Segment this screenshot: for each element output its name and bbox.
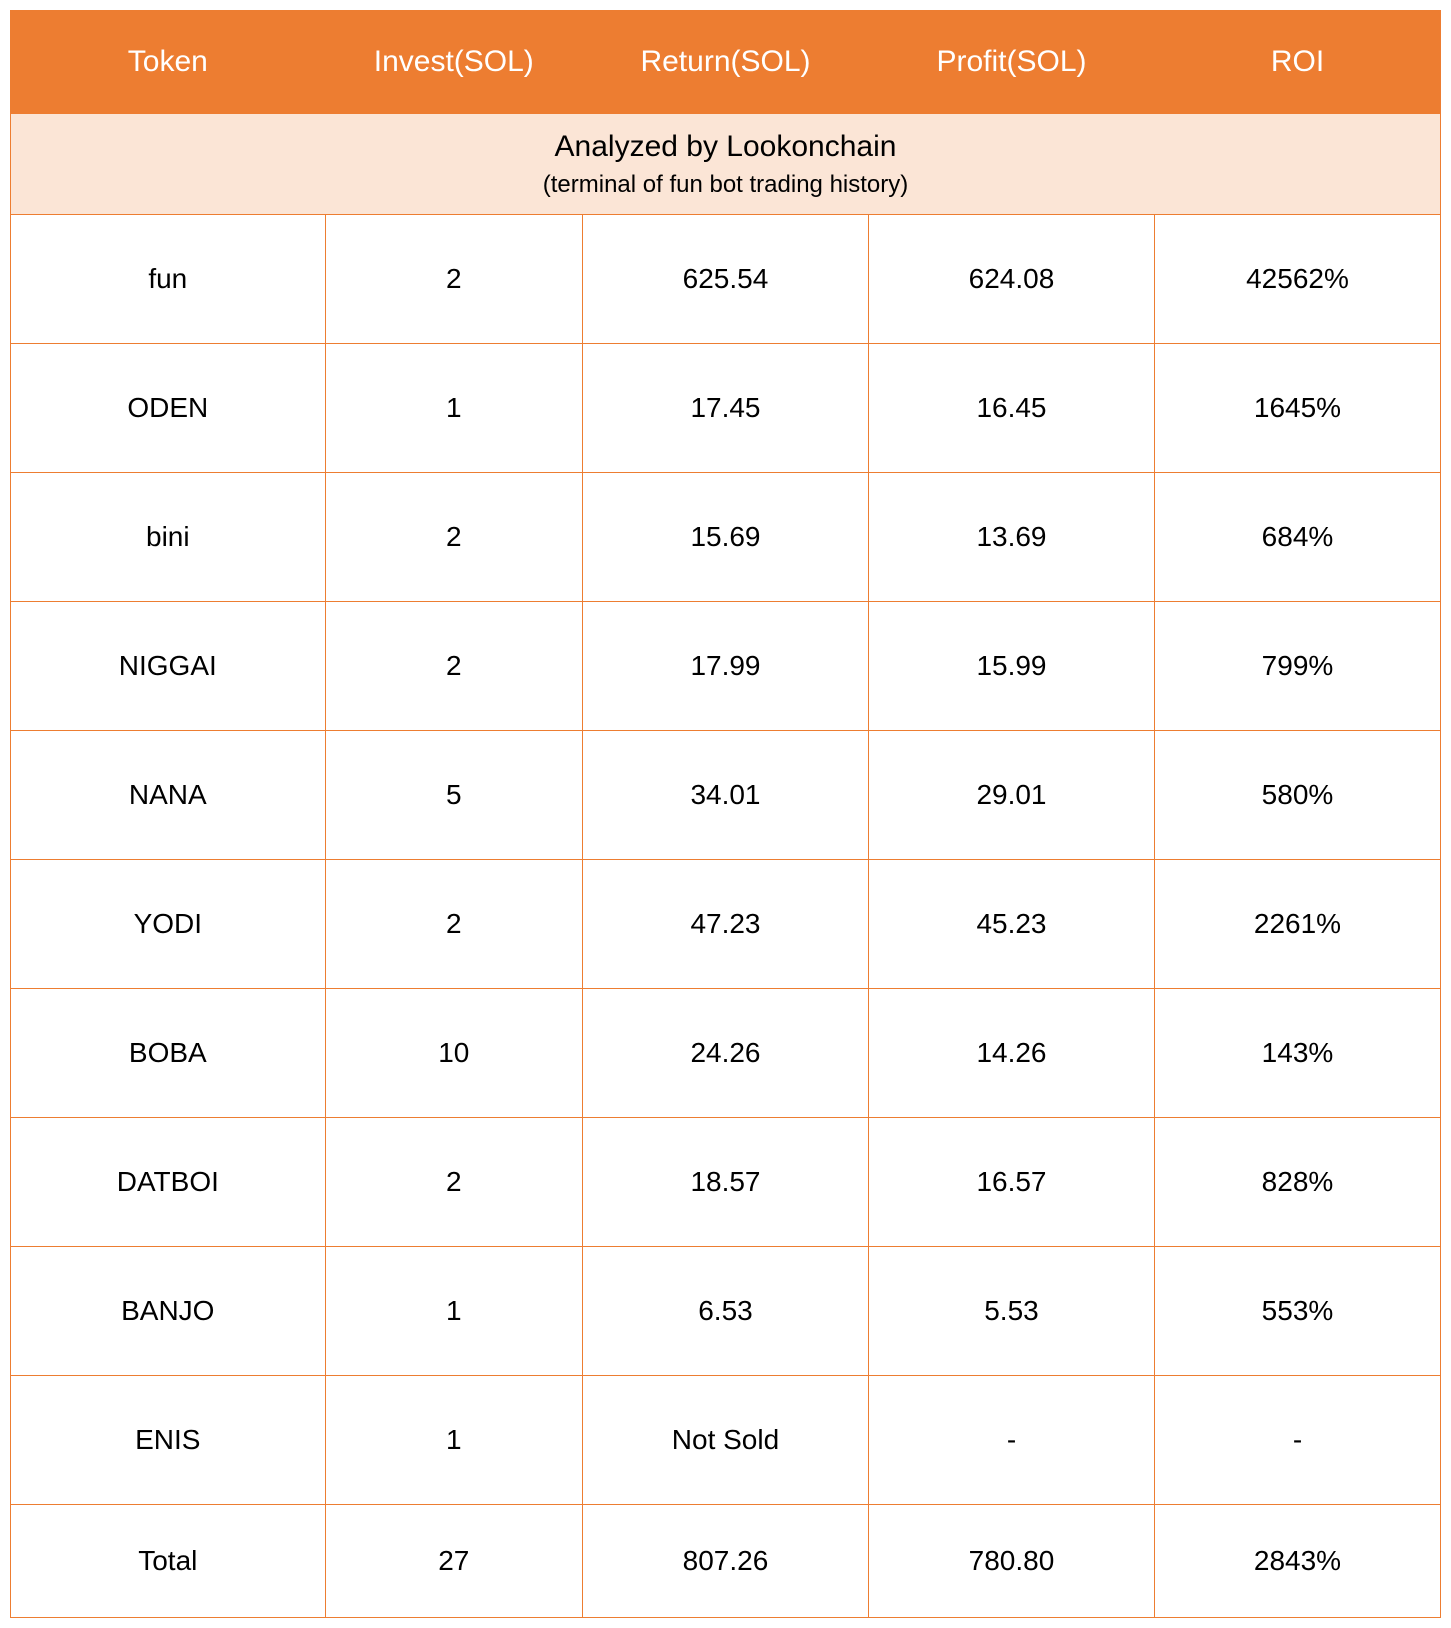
table-row: NANA 5 34.01 29.01 580% xyxy=(11,731,1441,860)
col-header-roi: ROI xyxy=(1154,11,1440,114)
cell-roi: 2261% xyxy=(1154,860,1440,989)
cell-total-return: 807.26 xyxy=(582,1505,868,1618)
cell-profit: 45.23 xyxy=(868,860,1154,989)
cell-token: DATBOI xyxy=(11,1118,326,1247)
cell-roi: 684% xyxy=(1154,473,1440,602)
cell-token: ENIS xyxy=(11,1376,326,1505)
cell-token: ODEN xyxy=(11,344,326,473)
cell-roi: - xyxy=(1154,1376,1440,1505)
cell-profit: 29.01 xyxy=(868,731,1154,860)
cell-invest: 2 xyxy=(325,215,582,344)
cell-roi: 143% xyxy=(1154,989,1440,1118)
cell-invest: 10 xyxy=(325,989,582,1118)
cell-return: 6.53 xyxy=(582,1247,868,1376)
cell-roi: 42562% xyxy=(1154,215,1440,344)
cell-profit: 16.45 xyxy=(868,344,1154,473)
cell-token: BOBA xyxy=(11,989,326,1118)
table-row: fun 2 625.54 624.08 42562% xyxy=(11,215,1441,344)
cell-roi: 828% xyxy=(1154,1118,1440,1247)
table-total-row: Total 27 807.26 780.80 2843% xyxy=(11,1505,1441,1618)
cell-profit: - xyxy=(868,1376,1154,1505)
cell-token: NANA xyxy=(11,731,326,860)
cell-profit: 13.69 xyxy=(868,473,1154,602)
cell-token: YODI xyxy=(11,860,326,989)
col-header-invest: Invest(SOL) xyxy=(325,11,582,114)
table-row: DATBOI 2 18.57 16.57 828% xyxy=(11,1118,1441,1247)
trading-history-table: Token Invest(SOL) Return(SOL) Profit(SOL… xyxy=(10,10,1441,1618)
table-subheader-cell: Analyzed by Lookonchain (terminal of fun… xyxy=(11,114,1441,215)
table-row: YODI 2 47.23 45.23 2261% xyxy=(11,860,1441,989)
cell-invest: 1 xyxy=(325,344,582,473)
cell-invest: 2 xyxy=(325,602,582,731)
subheader-title: Analyzed by Lookonchain xyxy=(11,129,1440,165)
cell-invest: 2 xyxy=(325,1118,582,1247)
cell-invest: 2 xyxy=(325,473,582,602)
table-row: ENIS 1 Not Sold - - xyxy=(11,1376,1441,1505)
cell-return: 625.54 xyxy=(582,215,868,344)
cell-return: 15.69 xyxy=(582,473,868,602)
subheader-subtitle: (terminal of fun bot trading history) xyxy=(11,171,1440,200)
col-header-profit: Profit(SOL) xyxy=(868,11,1154,114)
cell-roi: 1645% xyxy=(1154,344,1440,473)
cell-total-roi: 2843% xyxy=(1154,1505,1440,1618)
cell-return: 47.23 xyxy=(582,860,868,989)
cell-return: 17.45 xyxy=(582,344,868,473)
cell-return: 34.01 xyxy=(582,731,868,860)
table-row: NIGGAI 2 17.99 15.99 799% xyxy=(11,602,1441,731)
cell-token: fun xyxy=(11,215,326,344)
cell-token: BANJO xyxy=(11,1247,326,1376)
table-row: BOBA 10 24.26 14.26 143% xyxy=(11,989,1441,1118)
cell-roi: 580% xyxy=(1154,731,1440,860)
table-row: bini 2 15.69 13.69 684% xyxy=(11,473,1441,602)
cell-return: Not Sold xyxy=(582,1376,868,1505)
cell-profit: 16.57 xyxy=(868,1118,1154,1247)
cell-roi: 799% xyxy=(1154,602,1440,731)
table-header-row: Token Invest(SOL) Return(SOL) Profit(SOL… xyxy=(11,11,1441,114)
cell-total-invest: 27 xyxy=(325,1505,582,1618)
cell-return: 24.26 xyxy=(582,989,868,1118)
cell-invest: 2 xyxy=(325,860,582,989)
table-row: ODEN 1 17.45 16.45 1645% xyxy=(11,344,1441,473)
cell-return: 17.99 xyxy=(582,602,868,731)
cell-invest: 1 xyxy=(325,1376,582,1505)
col-header-return: Return(SOL) xyxy=(582,11,868,114)
col-header-token: Token xyxy=(11,11,326,114)
cell-profit: 5.53 xyxy=(868,1247,1154,1376)
cell-total-label: Total xyxy=(11,1505,326,1618)
cell-invest: 5 xyxy=(325,731,582,860)
cell-profit: 14.26 xyxy=(868,989,1154,1118)
cell-token: NIGGAI xyxy=(11,602,326,731)
cell-invest: 1 xyxy=(325,1247,582,1376)
cell-profit: 624.08 xyxy=(868,215,1154,344)
cell-token: bini xyxy=(11,473,326,602)
cell-total-profit: 780.80 xyxy=(868,1505,1154,1618)
cell-return: 18.57 xyxy=(582,1118,868,1247)
cell-roi: 553% xyxy=(1154,1247,1440,1376)
cell-profit: 15.99 xyxy=(868,602,1154,731)
table-row: BANJO 1 6.53 5.53 553% xyxy=(11,1247,1441,1376)
table-subheader-row: Analyzed by Lookonchain (terminal of fun… xyxy=(11,114,1441,215)
